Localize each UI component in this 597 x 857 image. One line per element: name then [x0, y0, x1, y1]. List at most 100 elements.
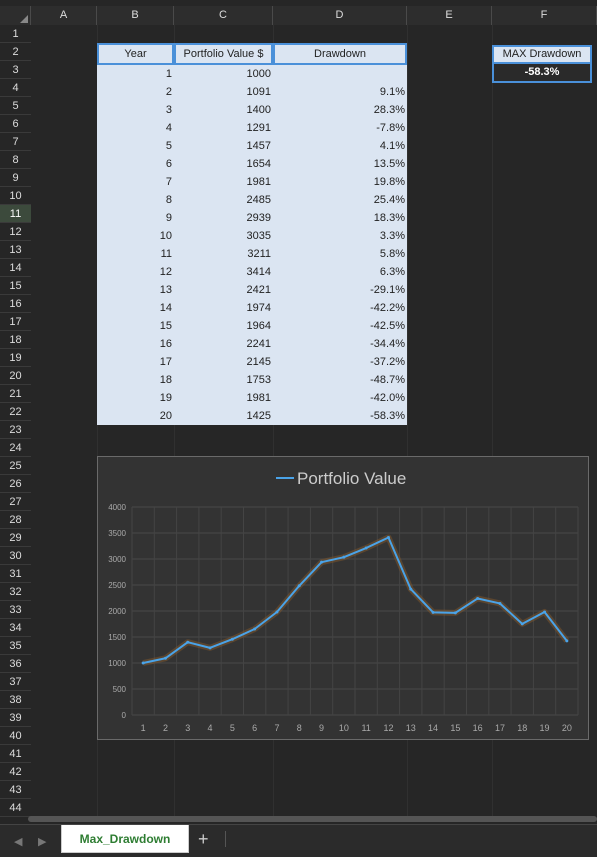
- cell-value[interactable]: 1981: [246, 176, 271, 188]
- cell-drawdown[interactable]: 9.1%: [379, 86, 405, 98]
- cell-year[interactable]: 10: [159, 230, 172, 242]
- max-drawdown-label[interactable]: MAX Drawdown: [492, 45, 592, 64]
- row-header[interactable]: 37: [0, 673, 31, 691]
- select-all-corner[interactable]: [0, 6, 31, 25]
- row-header[interactable]: 21: [0, 385, 31, 403]
- cell-year[interactable]: 2: [165, 86, 172, 98]
- row-header[interactable]: 33: [0, 601, 31, 619]
- cell-value[interactable]: 2421: [246, 284, 271, 296]
- cell-year[interactable]: 17: [159, 356, 172, 368]
- row-header[interactable]: 42: [0, 763, 31, 781]
- row-header[interactable]: 36: [0, 655, 31, 673]
- add-sheet-button[interactable]: +: [198, 829, 209, 849]
- header-year[interactable]: Year: [97, 43, 174, 65]
- cell-drawdown[interactable]: 3.3%: [379, 230, 405, 242]
- column-header-d[interactable]: D: [273, 6, 407, 25]
- cell-value[interactable]: 1753: [246, 374, 271, 386]
- cell-value[interactable]: 3414: [246, 266, 271, 278]
- column-header-e[interactable]: E: [407, 6, 492, 25]
- cell-drawdown[interactable]: -29.1%: [370, 284, 405, 296]
- row-header[interactable]: 9: [0, 169, 31, 187]
- cell-year[interactable]: 1: [165, 68, 172, 80]
- row-header[interactable]: 19: [0, 349, 31, 367]
- cell-year[interactable]: 12: [159, 266, 172, 278]
- row-header[interactable]: 38: [0, 691, 31, 709]
- cell-value[interactable]: 1291: [246, 122, 271, 134]
- cell-year[interactable]: 19: [159, 392, 172, 404]
- cell-drawdown[interactable]: [273, 65, 407, 83]
- row-header[interactable]: 40: [0, 727, 31, 745]
- cell-value[interactable]: 1425: [246, 410, 271, 422]
- row-header[interactable]: 13: [0, 241, 31, 259]
- cell-value[interactable]: 2485: [246, 194, 271, 206]
- row-header[interactable]: 6: [0, 115, 31, 133]
- cell-value[interactable]: 1091: [246, 86, 271, 98]
- horizontal-scrollbar[interactable]: [28, 816, 597, 822]
- cell-drawdown[interactable]: -48.7%: [370, 374, 405, 386]
- max-drawdown-value[interactable]: -58.3%: [492, 64, 592, 83]
- row-header[interactable]: 39: [0, 709, 31, 727]
- header-portfolio-value[interactable]: Portfolio Value $: [174, 43, 273, 65]
- cell-value[interactable]: 1974: [246, 302, 271, 314]
- row-header[interactable]: 27: [0, 493, 31, 511]
- row-header[interactable]: 20: [0, 367, 31, 385]
- row-header[interactable]: 5: [0, 97, 31, 115]
- next-sheet-icon[interactable]: ▶: [38, 836, 47, 848]
- row-header[interactable]: 10: [0, 187, 31, 205]
- row-header[interactable]: 2: [0, 43, 31, 61]
- row-header[interactable]: 16: [0, 295, 31, 313]
- cell-drawdown[interactable]: -42.2%: [370, 302, 405, 314]
- column-header-c[interactable]: C: [174, 6, 273, 25]
- cell-year[interactable]: 16: [159, 338, 172, 350]
- cell-year[interactable]: 14: [159, 302, 172, 314]
- row-header[interactable]: 43: [0, 781, 31, 799]
- cell-year[interactable]: 13: [159, 284, 172, 296]
- row-header[interactable]: 35: [0, 637, 31, 655]
- row-header[interactable]: 23: [0, 421, 31, 439]
- cell-drawdown[interactable]: -37.2%: [370, 356, 405, 368]
- column-header-b[interactable]: B: [97, 6, 174, 25]
- row-header[interactable]: 41: [0, 745, 31, 763]
- row-header[interactable]: 26: [0, 475, 31, 493]
- cell-value[interactable]: 3211: [247, 248, 271, 260]
- cell-drawdown[interactable]: 13.5%: [373, 158, 405, 170]
- cell-value[interactable]: 1000: [246, 68, 271, 80]
- cell-value[interactable]: 3035: [246, 230, 271, 242]
- cell-drawdown[interactable]: -42.5%: [370, 320, 405, 332]
- cell-drawdown[interactable]: 5.8%: [379, 248, 405, 260]
- cell-value[interactable]: 2145: [246, 356, 271, 368]
- column-header-f[interactable]: F: [492, 6, 597, 25]
- row-header[interactable]: 24: [0, 439, 31, 457]
- cell-drawdown[interactable]: -58.3%: [370, 410, 405, 422]
- cell-year[interactable]: 4: [165, 122, 172, 134]
- cell-year[interactable]: 9: [165, 212, 172, 224]
- cell-year[interactable]: 6: [165, 158, 172, 170]
- cell-year[interactable]: 3: [165, 104, 172, 116]
- cell-drawdown[interactable]: 6.3%: [379, 266, 405, 278]
- row-header[interactable]: 32: [0, 583, 31, 601]
- cell-value[interactable]: 2241: [246, 338, 271, 350]
- cell-drawdown[interactable]: 19.8%: [373, 176, 405, 188]
- cell-drawdown[interactable]: 28.3%: [373, 104, 405, 116]
- cell-drawdown[interactable]: -34.4%: [370, 338, 405, 350]
- cell-value[interactable]: 1457: [246, 140, 271, 152]
- row-header[interactable]: 11: [0, 205, 31, 223]
- row-header[interactable]: 30: [0, 547, 31, 565]
- cell-drawdown[interactable]: 18.3%: [373, 212, 405, 224]
- cell-value[interactable]: 1981: [246, 392, 271, 404]
- row-header[interactable]: 29: [0, 529, 31, 547]
- row-header[interactable]: 1: [0, 25, 31, 43]
- sheet-tab-max-drawdown[interactable]: Max_Drawdown: [61, 825, 189, 853]
- cell-drawdown[interactable]: -7.8%: [376, 122, 405, 134]
- row-header[interactable]: 28: [0, 511, 31, 529]
- cell-year[interactable]: 18: [159, 374, 172, 386]
- cell-year[interactable]: 7: [165, 176, 172, 188]
- prev-sheet-icon[interactable]: ◀: [14, 836, 23, 848]
- row-header[interactable]: 3: [0, 61, 31, 79]
- cell-drawdown[interactable]: -42.0%: [370, 392, 405, 404]
- cell-value[interactable]: 1964: [246, 320, 271, 332]
- row-header[interactable]: 4: [0, 79, 31, 97]
- row-header[interactable]: 18: [0, 331, 31, 349]
- cell-year[interactable]: 5: [165, 140, 172, 152]
- row-header[interactable]: 8: [0, 151, 31, 169]
